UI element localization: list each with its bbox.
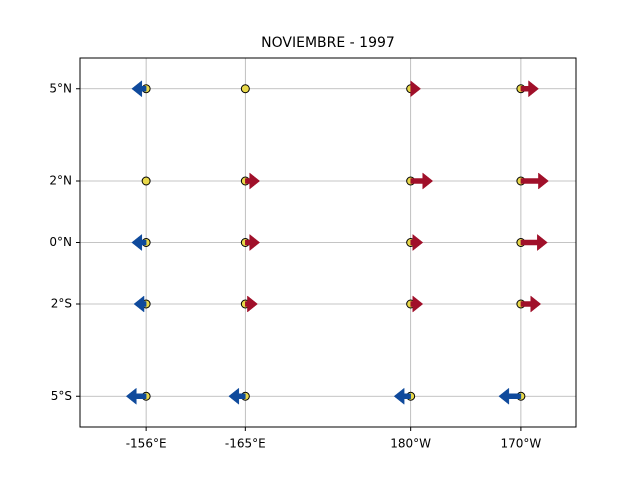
wind-arrow — [125, 387, 147, 405]
wind-arrow — [520, 80, 539, 98]
wind-arrow — [520, 295, 542, 313]
wind-arrow — [498, 387, 522, 405]
plot-frame — [79, 57, 577, 428]
wind-arrow — [393, 387, 411, 405]
wind-arrow — [410, 172, 434, 190]
x-tick-label: -156°E — [126, 437, 167, 451]
x-tick-label: 170°W — [500, 437, 541, 451]
wind-arrow — [520, 233, 548, 252]
y-tick-label: 5°N — [49, 81, 72, 95]
wind-arrow — [410, 295, 424, 313]
point — [240, 84, 250, 94]
x-tick-label: -165°E — [225, 437, 266, 451]
y-tick-label: 2°N — [49, 174, 72, 188]
wind-arrow — [410, 233, 424, 252]
wind-arrow — [228, 387, 246, 405]
chart-title: NOVIEMBRE - 1997 — [261, 35, 395, 51]
x-tick-label: 180°W — [390, 437, 431, 451]
y-tick-label: 5°S — [51, 389, 72, 403]
y-tick-label: 0°N — [49, 235, 72, 249]
wind-arrow — [131, 233, 147, 252]
point — [141, 176, 151, 186]
wind-arrow — [410, 80, 421, 98]
wind-arrow — [131, 80, 147, 98]
wind-arrow — [520, 172, 549, 190]
wind-arrow — [245, 172, 261, 190]
wind-arrow — [245, 233, 261, 252]
y-tick-label: 2°S — [51, 297, 72, 311]
wind-arrow — [245, 295, 258, 313]
wind-arrow — [133, 295, 147, 313]
